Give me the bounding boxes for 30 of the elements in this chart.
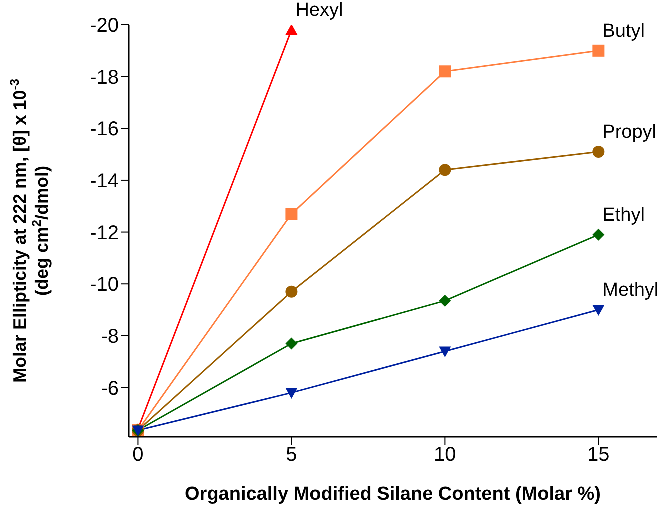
- point: [439, 66, 452, 78]
- y-tick-label: -8: [101, 326, 119, 348]
- y-tick-label: -10: [90, 274, 119, 296]
- point: [592, 44, 605, 57]
- point: [592, 146, 605, 158]
- point: [439, 346, 452, 358]
- point: [592, 228, 605, 241]
- x-tick-label: 0: [132, 444, 144, 466]
- series-label: Propyl: [602, 122, 657, 143]
- x-tick-label: 10: [434, 444, 456, 466]
- x-tick-label: 15: [588, 444, 610, 466]
- y-tick-label: -6: [101, 378, 119, 400]
- point: [286, 338, 298, 350]
- series-label: Butyl: [602, 20, 645, 42]
- y-tick-label: -18: [90, 66, 119, 89]
- point: [439, 164, 452, 176]
- x-axis-title: Organically Modified Silane Content (Molar %): [185, 484, 601, 505]
- point: [286, 286, 298, 298]
- x-tick-label: 5: [286, 444, 298, 466]
- point: [592, 305, 605, 316]
- y-tick-label: -16: [90, 118, 119, 141]
- y-tick-label: -20: [90, 15, 119, 38]
- point: [439, 294, 452, 307]
- y-tick-label: -12: [90, 222, 119, 244]
- series-label: Ethyl: [602, 204, 645, 226]
- series-label: Hexyl: [296, 0, 344, 22]
- series-label: Methyl: [602, 280, 659, 302]
- point: [286, 388, 298, 399]
- y-tick-label: -14: [90, 170, 119, 193]
- point: [286, 208, 298, 220]
